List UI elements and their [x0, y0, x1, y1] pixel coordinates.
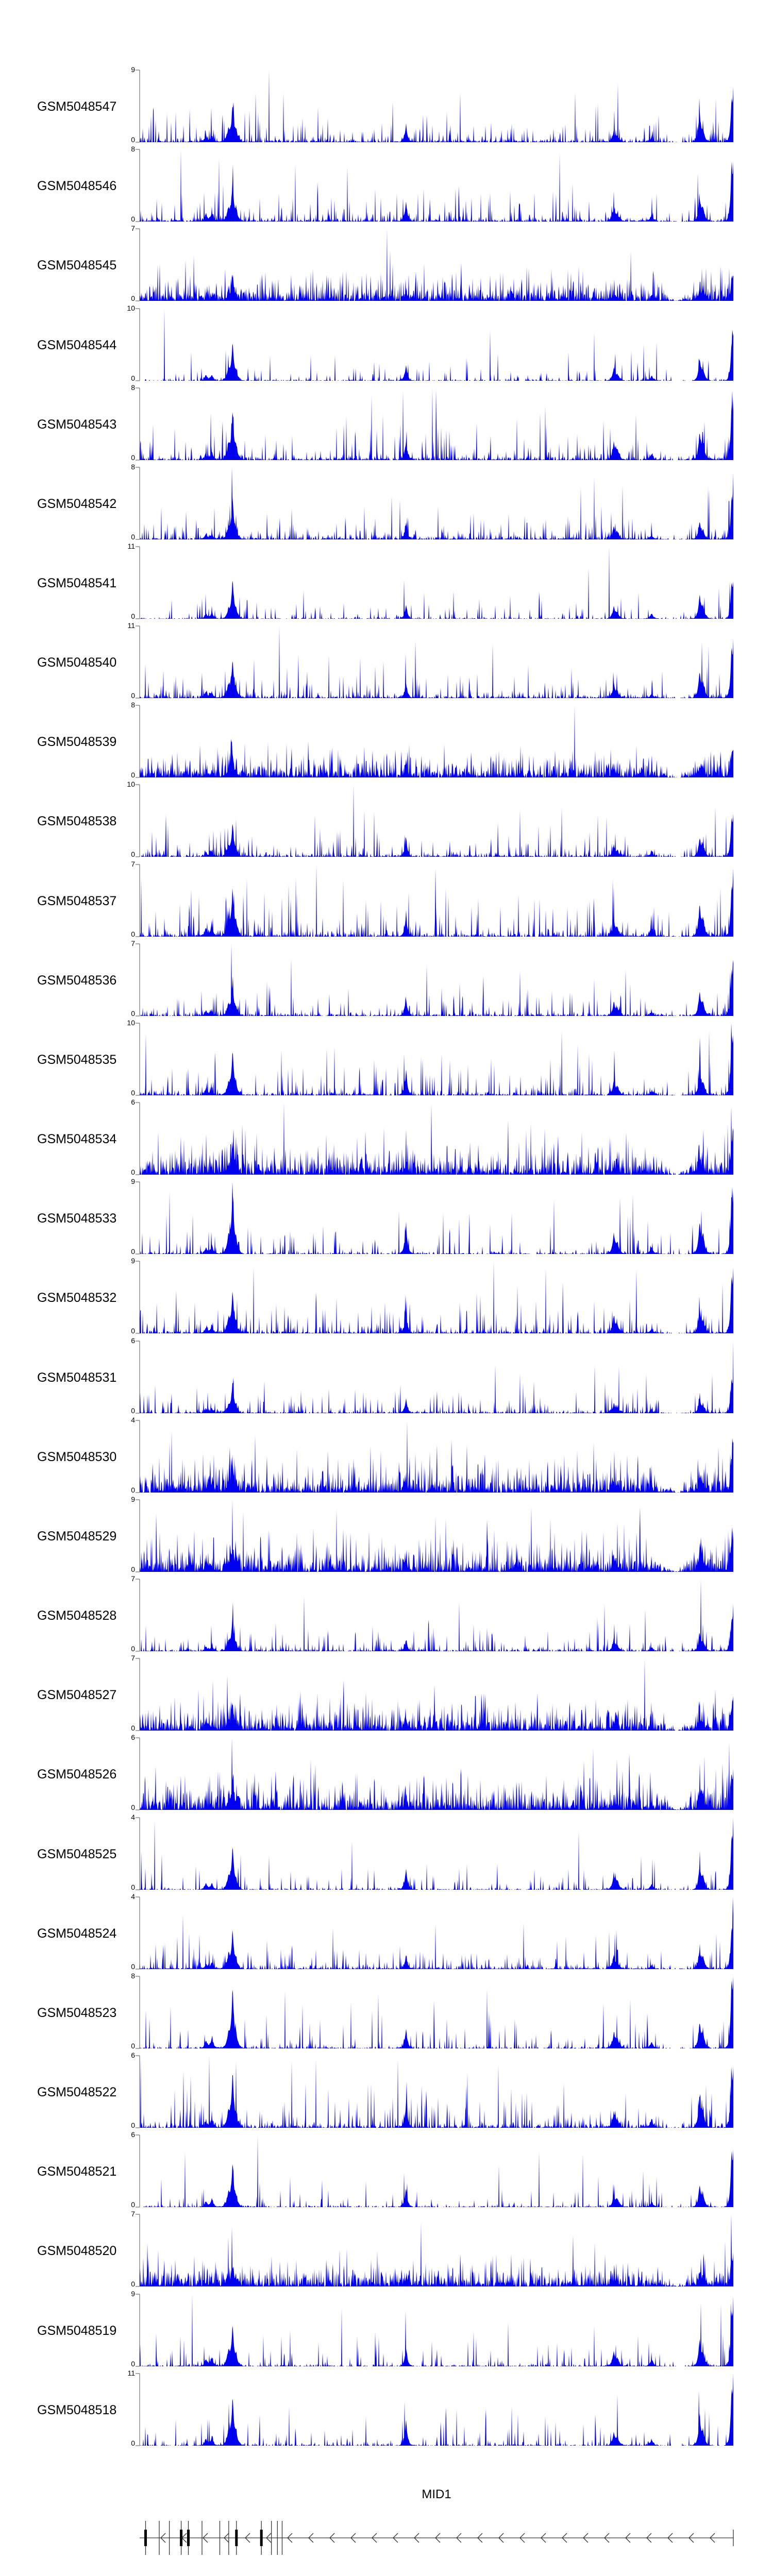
svg-text:9: 9 — [131, 2290, 135, 2298]
svg-text:11: 11 — [127, 2369, 135, 2377]
svg-text:0: 0 — [131, 850, 135, 858]
svg-text:7: 7 — [131, 1574, 135, 1583]
svg-text:10: 10 — [127, 780, 135, 788]
svg-text:6: 6 — [131, 1336, 135, 1345]
svg-text:7: 7 — [131, 224, 135, 232]
svg-text:0: 0 — [131, 691, 135, 700]
svg-text:6: 6 — [131, 2051, 135, 2059]
svg-text:0: 0 — [131, 374, 135, 382]
svg-text:8: 8 — [131, 145, 135, 153]
svg-text:0: 0 — [131, 2200, 135, 2209]
svg-text:0: 0 — [131, 1565, 135, 1573]
svg-text:4: 4 — [131, 1813, 135, 1821]
svg-text:8: 8 — [131, 383, 135, 392]
svg-text:0: 0 — [131, 1962, 135, 1971]
svg-text:0: 0 — [131, 1803, 135, 1811]
svg-text:0: 0 — [131, 1327, 135, 1335]
svg-text:8: 8 — [131, 701, 135, 709]
svg-text:0: 0 — [131, 294, 135, 302]
svg-text:0: 0 — [131, 533, 135, 541]
svg-text:0: 0 — [131, 1645, 135, 1653]
svg-text:0: 0 — [131, 1089, 135, 1097]
svg-text:0: 0 — [131, 1486, 135, 1494]
svg-text:0: 0 — [131, 2121, 135, 2129]
svg-text:11: 11 — [127, 621, 135, 630]
svg-text:0: 0 — [131, 453, 135, 462]
svg-text:4: 4 — [131, 1416, 135, 1424]
svg-text:6: 6 — [131, 2130, 135, 2139]
svg-text:8: 8 — [131, 1972, 135, 1980]
svg-text:0: 0 — [131, 1406, 135, 1415]
svg-text:0: 0 — [131, 1168, 135, 1176]
svg-text:9: 9 — [131, 1257, 135, 1265]
svg-text:6: 6 — [131, 1098, 135, 1106]
svg-text:9: 9 — [131, 1495, 135, 1503]
svg-text:7: 7 — [131, 860, 135, 868]
svg-text:0: 0 — [131, 2042, 135, 2050]
svg-text:9: 9 — [131, 1177, 135, 1185]
svg-text:0: 0 — [131, 2439, 135, 2447]
svg-text:0: 0 — [131, 135, 135, 144]
svg-text:6: 6 — [131, 1733, 135, 1741]
svg-text:0: 0 — [131, 1247, 135, 1256]
svg-text:11: 11 — [127, 542, 135, 550]
svg-text:10: 10 — [127, 1019, 135, 1027]
svg-text:0: 0 — [131, 612, 135, 620]
svg-text:0: 0 — [131, 1009, 135, 1018]
svg-text:0: 0 — [131, 1724, 135, 1732]
svg-text:0: 0 — [131, 215, 135, 223]
svg-text:10: 10 — [127, 304, 135, 312]
svg-text:8: 8 — [131, 463, 135, 471]
svg-text:7: 7 — [131, 939, 135, 947]
svg-text:0: 0 — [131, 2280, 135, 2288]
svg-text:0: 0 — [131, 930, 135, 938]
svg-text:4: 4 — [131, 1892, 135, 1901]
svg-text:9: 9 — [131, 65, 135, 74]
svg-text:0: 0 — [131, 2360, 135, 2368]
svg-text:7: 7 — [131, 1654, 135, 1662]
svg-text:0: 0 — [131, 1883, 135, 1891]
svg-text:7: 7 — [131, 2210, 135, 2218]
svg-text:0: 0 — [131, 771, 135, 779]
